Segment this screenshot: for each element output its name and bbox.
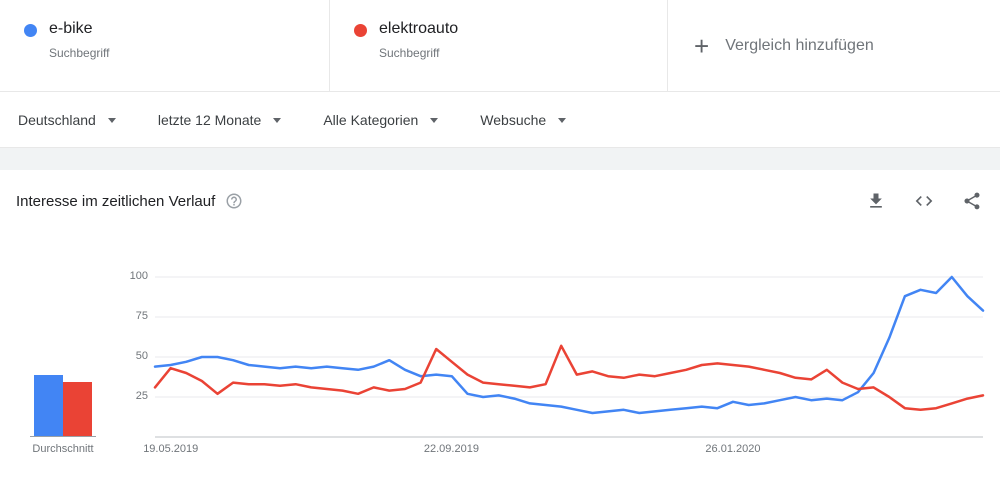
term-chip-e-bike[interactable]: e-bike Suchbegriff [0,0,330,91]
term-color-dot-red [354,24,367,37]
comparison-terms-row: e-bike Suchbegriff elektroauto Suchbegri… [0,0,1000,92]
y-tick-label: 50 [135,350,148,362]
filter-category-dropdown[interactable]: Alle Kategorien [323,111,439,128]
x-tick-label: 22.09.2019 [423,443,479,455]
section-divider [0,148,1000,170]
average-bar-e-bike [34,375,63,436]
chevron-down-icon [273,118,282,123]
interest-over-time-chart: Durchschnitt 25 50 75 100 19.05.2019 22.09.2… [0,270,1000,486]
filter-category-label: Alle Kategorien [323,111,419,128]
average-bar-elektroauto [63,382,92,436]
help-icon[interactable] [225,192,243,210]
embed-icon[interactable] [914,191,934,211]
term-type-label: Suchbegriff [379,46,440,60]
chevron-down-icon [558,118,567,123]
average-bar-chart [30,271,96,437]
add-comparison-label: Vergleich hinzufügen [725,36,874,54]
plus-icon: + [694,30,710,61]
term-chip-elektroauto[interactable]: elektroauto Suchbegriff [330,0,668,91]
y-tick-label: 25 [135,390,148,402]
term-label: e-bike [49,20,93,37]
add-comparison-button[interactable]: + Vergleich hinzufügen [668,0,1000,91]
card-title: Interesse im zeitlichen Verlauf [16,192,216,210]
line-plot [153,275,985,438]
y-tick-label: 75 [135,310,148,322]
term-type-label: Suchbegriff [49,46,110,60]
share-icon[interactable] [962,191,982,211]
average-label: Durchschnitt [32,443,94,455]
y-tick-label: 100 [129,270,148,282]
x-tick-label: 19.05.2019 [143,443,199,455]
filter-time-dropdown[interactable]: letzte 12 Monate [158,112,282,128]
download-icon[interactable] [866,191,886,211]
x-tick-label: 26.01.2020 [705,443,761,455]
interest-over-time-card: Interesse im zeitlichen Verlauf Durchsch… [0,170,1000,485]
chevron-down-icon [430,118,439,123]
chevron-down-icon [107,118,116,123]
series-line-e-bike [153,275,985,415]
series-line-elektroauto [153,344,985,412]
term-text: elektroauto Suchbegriff [379,20,458,91]
filter-geo-label: Deutschland [18,111,96,128]
term-label: elektroauto [379,20,459,37]
filters-row: Deutschland letzte 12 Monate Alle Katego… [0,92,1000,148]
term-text: e-bike Suchbegriff [49,20,110,91]
term-color-dot-blue [24,24,37,37]
filter-search-type-label: Websuche [480,111,547,128]
filter-time-label: letzte 12 Monate [157,111,262,128]
filter-search-type-dropdown[interactable]: Websuche [480,111,567,128]
card-header: Interesse im zeitlichen Verlauf [0,170,1000,216]
filter-geo-dropdown[interactable]: Deutschland [18,112,116,128]
